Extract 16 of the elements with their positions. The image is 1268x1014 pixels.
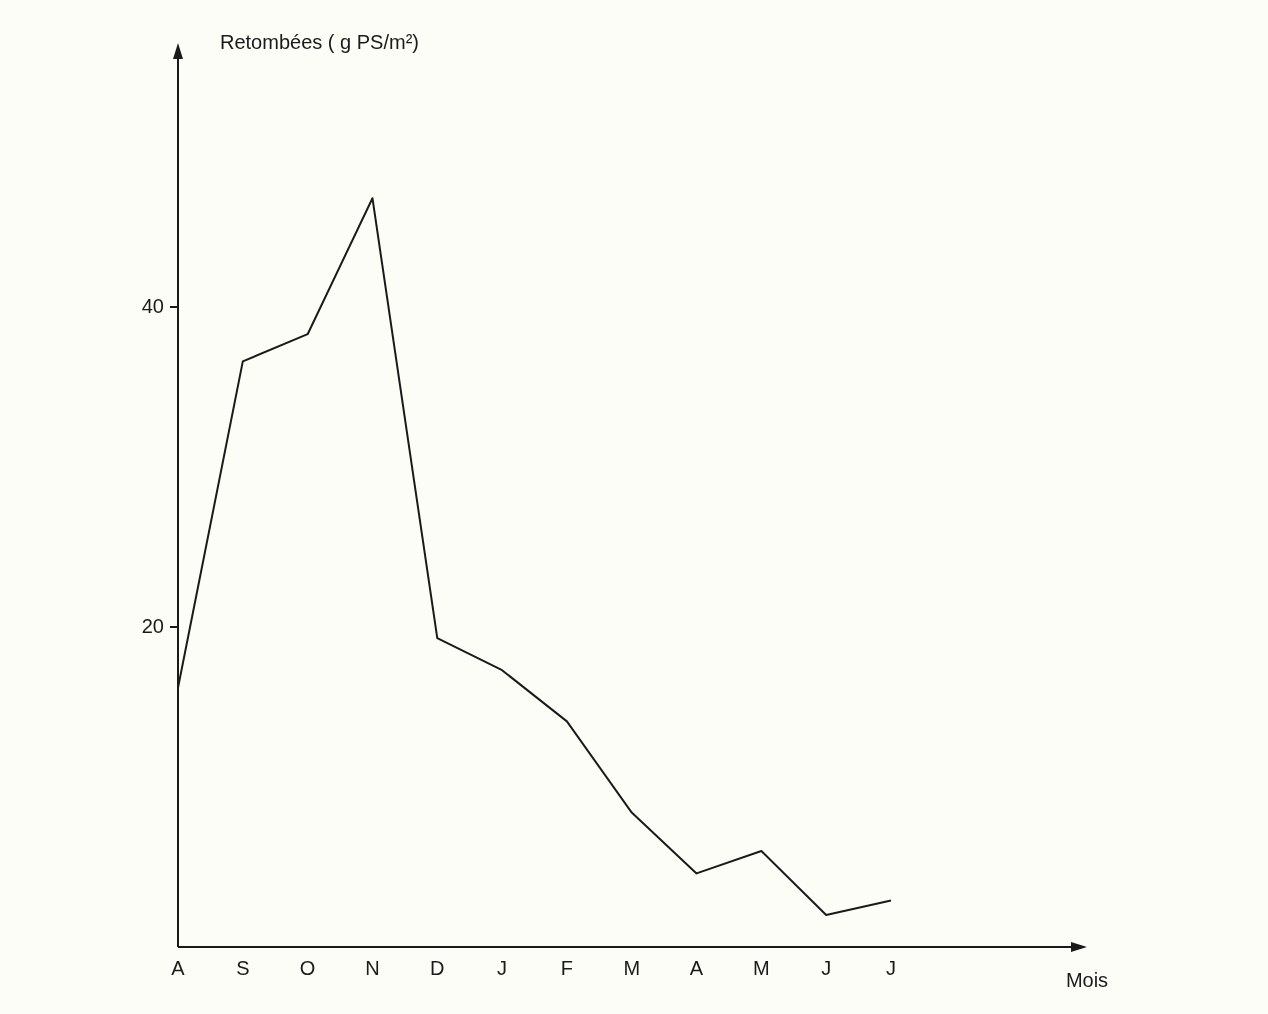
x-tick-label: J [886, 956, 896, 979]
x-tick-label: S [236, 956, 250, 979]
y-tick-label: 20 [141, 614, 164, 637]
x-tick-label: O [299, 956, 316, 979]
x-tick-label: M [753, 956, 770, 979]
text: Mois [1065, 968, 1109, 991]
x-tick-label: A [689, 956, 704, 979]
x-tick-label: J [821, 956, 832, 979]
x-tick-label: F [560, 956, 574, 979]
x-tick-label: M [623, 956, 641, 979]
x-tick-label: D [430, 956, 445, 979]
x-tick-label: A [171, 956, 186, 979]
y-axis-title: Retombées ( g PS/m²) [220, 30, 419, 53]
x-tick-label: J [497, 956, 508, 979]
y-tick-label: 40 [141, 294, 164, 317]
x-tick-label: N [365, 956, 380, 979]
